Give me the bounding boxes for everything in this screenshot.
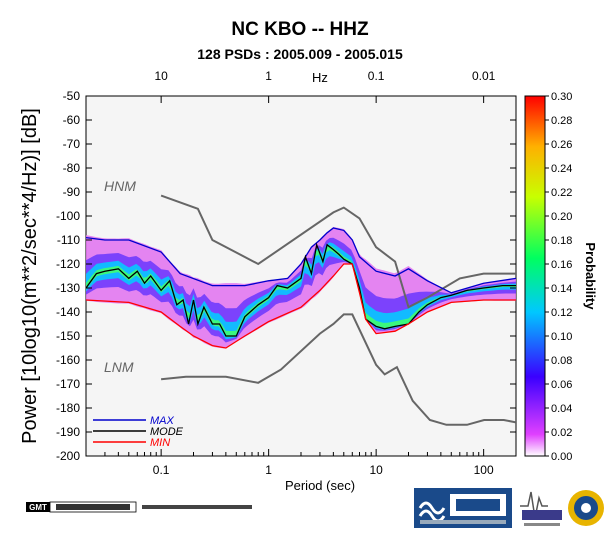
colorbar-tick-label: 0.10 [551,331,572,343]
series-min-line [86,263,516,349]
y-tick-label: -80 [63,161,81,175]
y-tick-label: -150 [56,329,80,343]
colorbar [524,95,546,457]
series-layer [86,194,516,426]
y-tick-label: -160 [56,353,80,367]
y-tick-label: -170 [56,377,80,391]
x-axis-top: 10 1 0.1 0.01 [154,69,496,103]
colorbar-tick-label: 0.02 [551,427,572,439]
iris-logo [520,491,562,526]
x-tick-label: 1 [265,463,272,477]
legend-label-max: MAX [150,415,175,427]
colorbar-tick-label: 0.22 [551,187,572,199]
top-axis-label: Hz [312,70,328,85]
series-hnm-line [160,194,516,309]
colorbar-tick-label: 0.24 [551,163,572,175]
colorbar-tick-label: 0.06 [551,379,572,391]
colorbar-tick-label: 0.18 [551,235,572,247]
top-tick-label: 0.01 [472,69,496,83]
density-layer [86,227,516,349]
usgs-logo [414,488,512,528]
top-tick-label: 1 [265,69,272,83]
top-tick-label: 0.1 [368,69,385,83]
y-tick-label: -90 [63,185,81,199]
nsf-logo [568,490,604,526]
svg-text:GMT: GMT [29,503,47,512]
colorbar-tick-label: 0.26 [551,139,572,151]
y-tick-label: -190 [56,425,80,439]
y-tick-label: -130 [56,281,80,295]
colorbar-tick-label: 0.00 [551,451,572,463]
series-max-line [86,227,516,294]
legend-label-mode: MODE [150,426,184,438]
lnm-annotation: LNM [104,359,134,375]
y-tick-label: -140 [56,305,80,319]
density-band-core [86,242,516,340]
colorbar-tick-label: 0.08 [551,355,572,367]
density-band-peak [86,245,516,337]
y-tick-label: -180 [56,401,80,415]
x-axis-bottom: 0.1 1 10 100 [85,449,517,477]
y-axis: -50 -60 -70 -80 -90 -100 -110 -120 -130 -140 -150 -… [56,89,516,463]
colorbar-tick-label: 0.30 [551,91,572,103]
y-tick-label: -70 [63,137,81,151]
y-tick-label: -120 [56,257,80,271]
colorbar-tick-label: 0.14 [551,283,572,295]
y-tick-label: -100 [56,209,80,223]
colorbar-tick-label: 0.12 [551,307,572,319]
x-tick-label: 0.1 [153,463,170,477]
y-tick-label: -200 [56,449,80,463]
colorbar-tick-label: 0.28 [551,115,572,127]
y-tick-label: -110 [57,233,80,247]
chart-title: NC KBO -- HHZ [231,19,369,40]
series-lnm-line [161,313,516,426]
colorbar-label: Probability [583,242,598,310]
legend-label-min: MIN [150,437,170,449]
x-tick-label: 100 [474,463,494,477]
colorbar-tick-label: 0.20 [551,211,572,223]
colorbar-ticks: 0.00 0.02 0.04 0.06 0.08 0.10 0.12 0.14 0.16 0.18… [545,91,572,463]
y-tick-label: -60 [63,113,81,127]
chart-subtitle: 128 PSDs : 2005.009 - 2005.015 [197,46,403,62]
gmt-stamp: GMT [26,501,252,513]
y-axis-label: Power [10log10(m**2/sec**4/Hz)] [dB] [19,108,41,444]
x-tick-label: 10 [369,463,383,477]
colorbar-tick-label: 0.04 [551,403,572,415]
x-axis-label: Period (sec) [285,478,355,493]
y-tick-label: -50 [63,89,81,103]
top-tick-label: 10 [154,69,168,83]
colorbar-tick-label: 0.16 [551,259,572,271]
hnm-annotation: HNM [104,178,136,194]
